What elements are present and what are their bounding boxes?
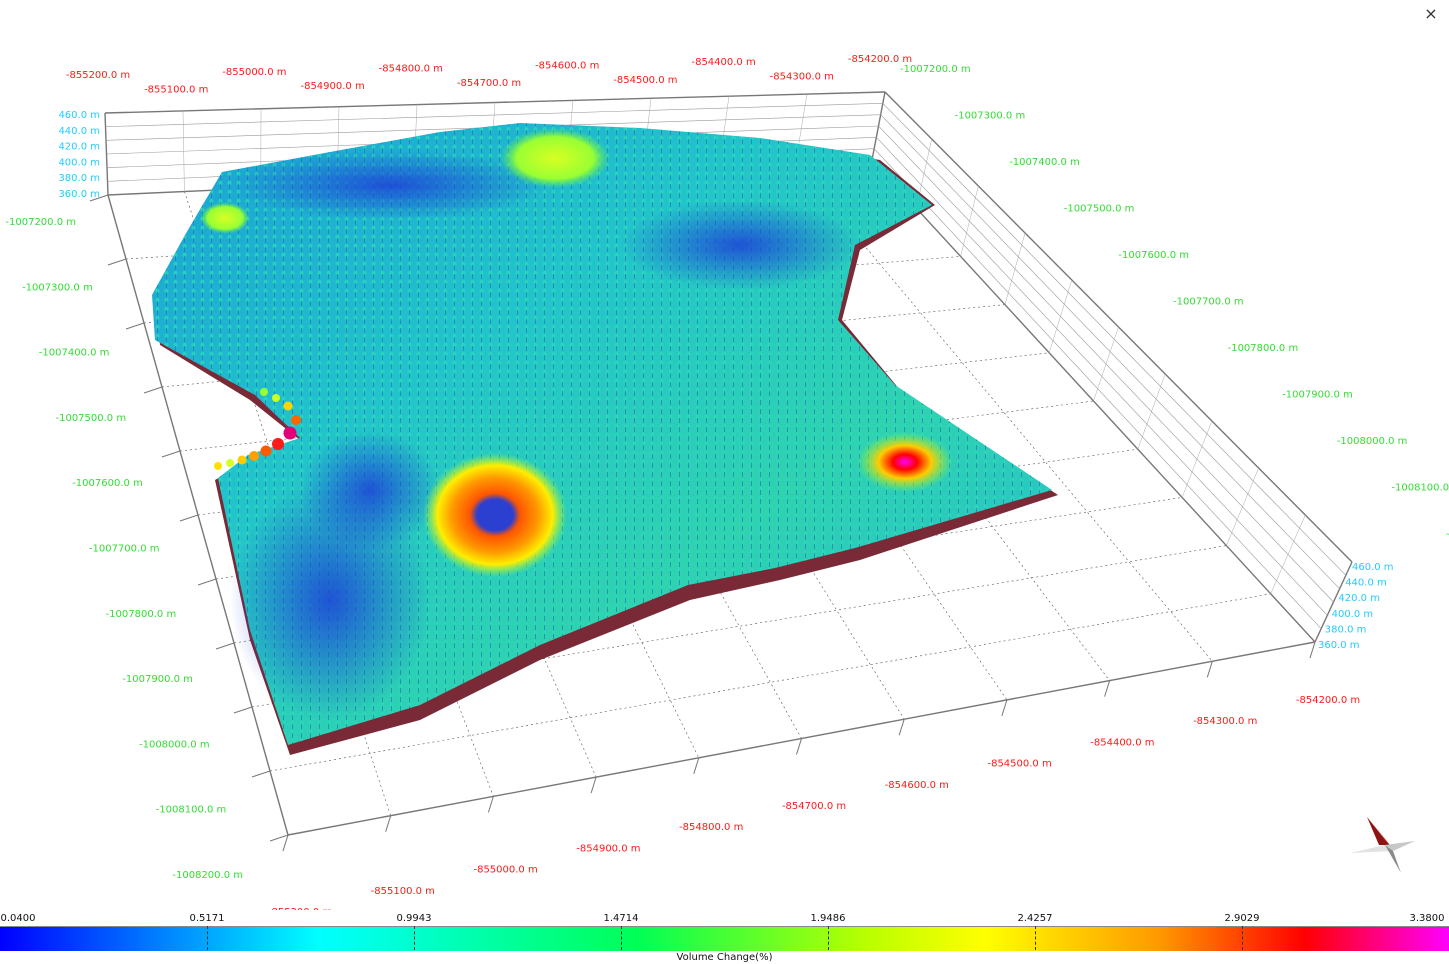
hotspot-central (423, 453, 567, 577)
y-tick-right: -1007300.0 m (955, 111, 1026, 122)
colorbar-tick-label: 0.9943 (396, 913, 432, 924)
x-tick-bottom: -854300.0 m (1193, 716, 1257, 727)
z-tick-right: 400.0 m (1332, 609, 1374, 620)
colorbar-title: Volume Change(%) (676, 952, 773, 963)
z-tick-left: 420.0 m (58, 142, 100, 153)
z-tick-left: 360.0 m (58, 189, 100, 200)
y-tick-left: -1008000.0 m (139, 739, 210, 750)
colorbar-tick-mark (1242, 926, 1243, 950)
low-zone-west (300, 430, 440, 550)
x-tick-top: -854600.0 m (535, 60, 599, 71)
y-tick-right: -1008100.0 m (1391, 483, 1449, 494)
x-tick-bottom: -854200.0 m (1296, 695, 1360, 706)
close-icon[interactable]: × (1424, 4, 1438, 23)
y-tick-right: -1008200.0 m (1446, 529, 1449, 540)
colorbar-tick-label: 1.4714 (603, 913, 639, 924)
z-tick-left: 440.0 m (58, 126, 100, 137)
z-tick-left: 460.0 m (58, 110, 100, 121)
y-tick-right: -1007600.0 m (1118, 250, 1189, 261)
z-tick-right: 420.0 m (1338, 593, 1380, 604)
y-tick-left: -1007900.0 m (122, 674, 193, 685)
y-tick-left: -1007600.0 m (72, 478, 143, 489)
y-tick-right: -1007200.0 m (900, 64, 971, 75)
y-tick-left: -1007500.0 m (55, 413, 126, 424)
y-tick-left: -1008200.0 m (172, 870, 243, 881)
x-tick-top: -854700.0 m (457, 78, 521, 89)
hotspot-northwest (200, 202, 250, 234)
z-tick-left: 380.0 m (58, 173, 100, 184)
colorbar-tick-label: 2.9029 (1224, 913, 1260, 924)
colorbar-tick-mark (414, 926, 415, 950)
orientation-compass-icon[interactable] (1350, 817, 1415, 873)
y-tick-right: -1007800.0 m (1228, 343, 1299, 354)
y-tick-right: -1007900.0 m (1282, 390, 1353, 401)
hotspot-west-edge (214, 388, 301, 470)
x-tick-bottom: -854600.0 m (885, 780, 949, 791)
x-tick-top: -854500.0 m (613, 75, 677, 86)
x-tick-top: -854800.0 m (379, 64, 443, 75)
x-tick-bottom: -855100.0 m (371, 886, 435, 897)
x-tick-top: -854300.0 m (770, 72, 834, 83)
x-tick-bottom: -854500.0 m (987, 759, 1051, 770)
x-tick-bottom: -854700.0 m (782, 801, 846, 812)
y-tick-left: -1007800.0 m (106, 609, 177, 620)
y-tick-left: -1007400.0 m (39, 348, 110, 359)
y-tick-left: -1007700.0 m (89, 544, 160, 555)
z-tick-right: 460.0 m (1352, 562, 1394, 573)
z-tick-left: 400.0 m (58, 157, 100, 168)
x-tick-top: -855100.0 m (144, 84, 208, 95)
y-tick-left: -1008100.0 m (156, 805, 227, 816)
colorbar-tick-mark (207, 926, 208, 950)
x-tick-top: -854200.0 m (848, 54, 912, 65)
z-tick-right: 440.0 m (1345, 578, 1387, 589)
x-tick-top: -854900.0 m (300, 81, 364, 92)
z-tick-right: 380.0 m (1325, 624, 1367, 635)
colorbar-tick-label: 0.0400 (0, 913, 36, 924)
x-tick-bottom: -854800.0 m (679, 822, 743, 833)
low-zone-northeast (620, 200, 860, 290)
y-tick-right: -1007500.0 m (1064, 204, 1135, 215)
x-tick-top: -855000.0 m (222, 67, 286, 78)
bounding-box (89, 91, 1353, 852)
hotspot-north (500, 128, 610, 188)
colorbar-tick-mark (828, 926, 829, 950)
3d-scatter-plot[interactable]: -855200.0 m -855100.0 m -855000.0 m -854900… (0, 0, 1449, 918)
low-zone-north (230, 150, 550, 220)
colorbar-tick-label: 0.5171 (189, 913, 225, 924)
z-tick-right: 360.0 m (1318, 640, 1360, 651)
colorbar-tick-label: 2.4257 (1017, 913, 1053, 924)
x-tick-bottom: -854400.0 m (1090, 737, 1154, 748)
y-tick-left: -1007300.0 m (22, 282, 93, 293)
x-tick-bottom: -855000.0 m (473, 865, 537, 876)
x-tick-bottom: -854900.0 m (576, 843, 640, 854)
colorbar (0, 926, 1449, 951)
y-tick-right: -1007700.0 m (1173, 297, 1244, 308)
hotspot-east (857, 432, 953, 492)
y-tick-right: -1008000.0 m (1337, 436, 1408, 447)
axis-tick-labels: -855200.0 m -855100.0 m -855000.0 m -854900… (5, 54, 1449, 918)
colorbar-tick-label: 3.3800 (1409, 913, 1445, 924)
x-tick-top: -855200.0 m (66, 70, 130, 81)
colorbar-tick-mark (1035, 926, 1036, 950)
colorbar-tick-mark (621, 926, 622, 950)
colorbar-tick-label: 1.9486 (810, 913, 846, 924)
y-tick-left: -1007200.0 m (5, 217, 76, 228)
y-tick-right: -1007400.0 m (1009, 157, 1080, 168)
x-tick-bottom: -855200.0 m (268, 907, 332, 910)
x-tick-top: -854400.0 m (691, 57, 755, 68)
